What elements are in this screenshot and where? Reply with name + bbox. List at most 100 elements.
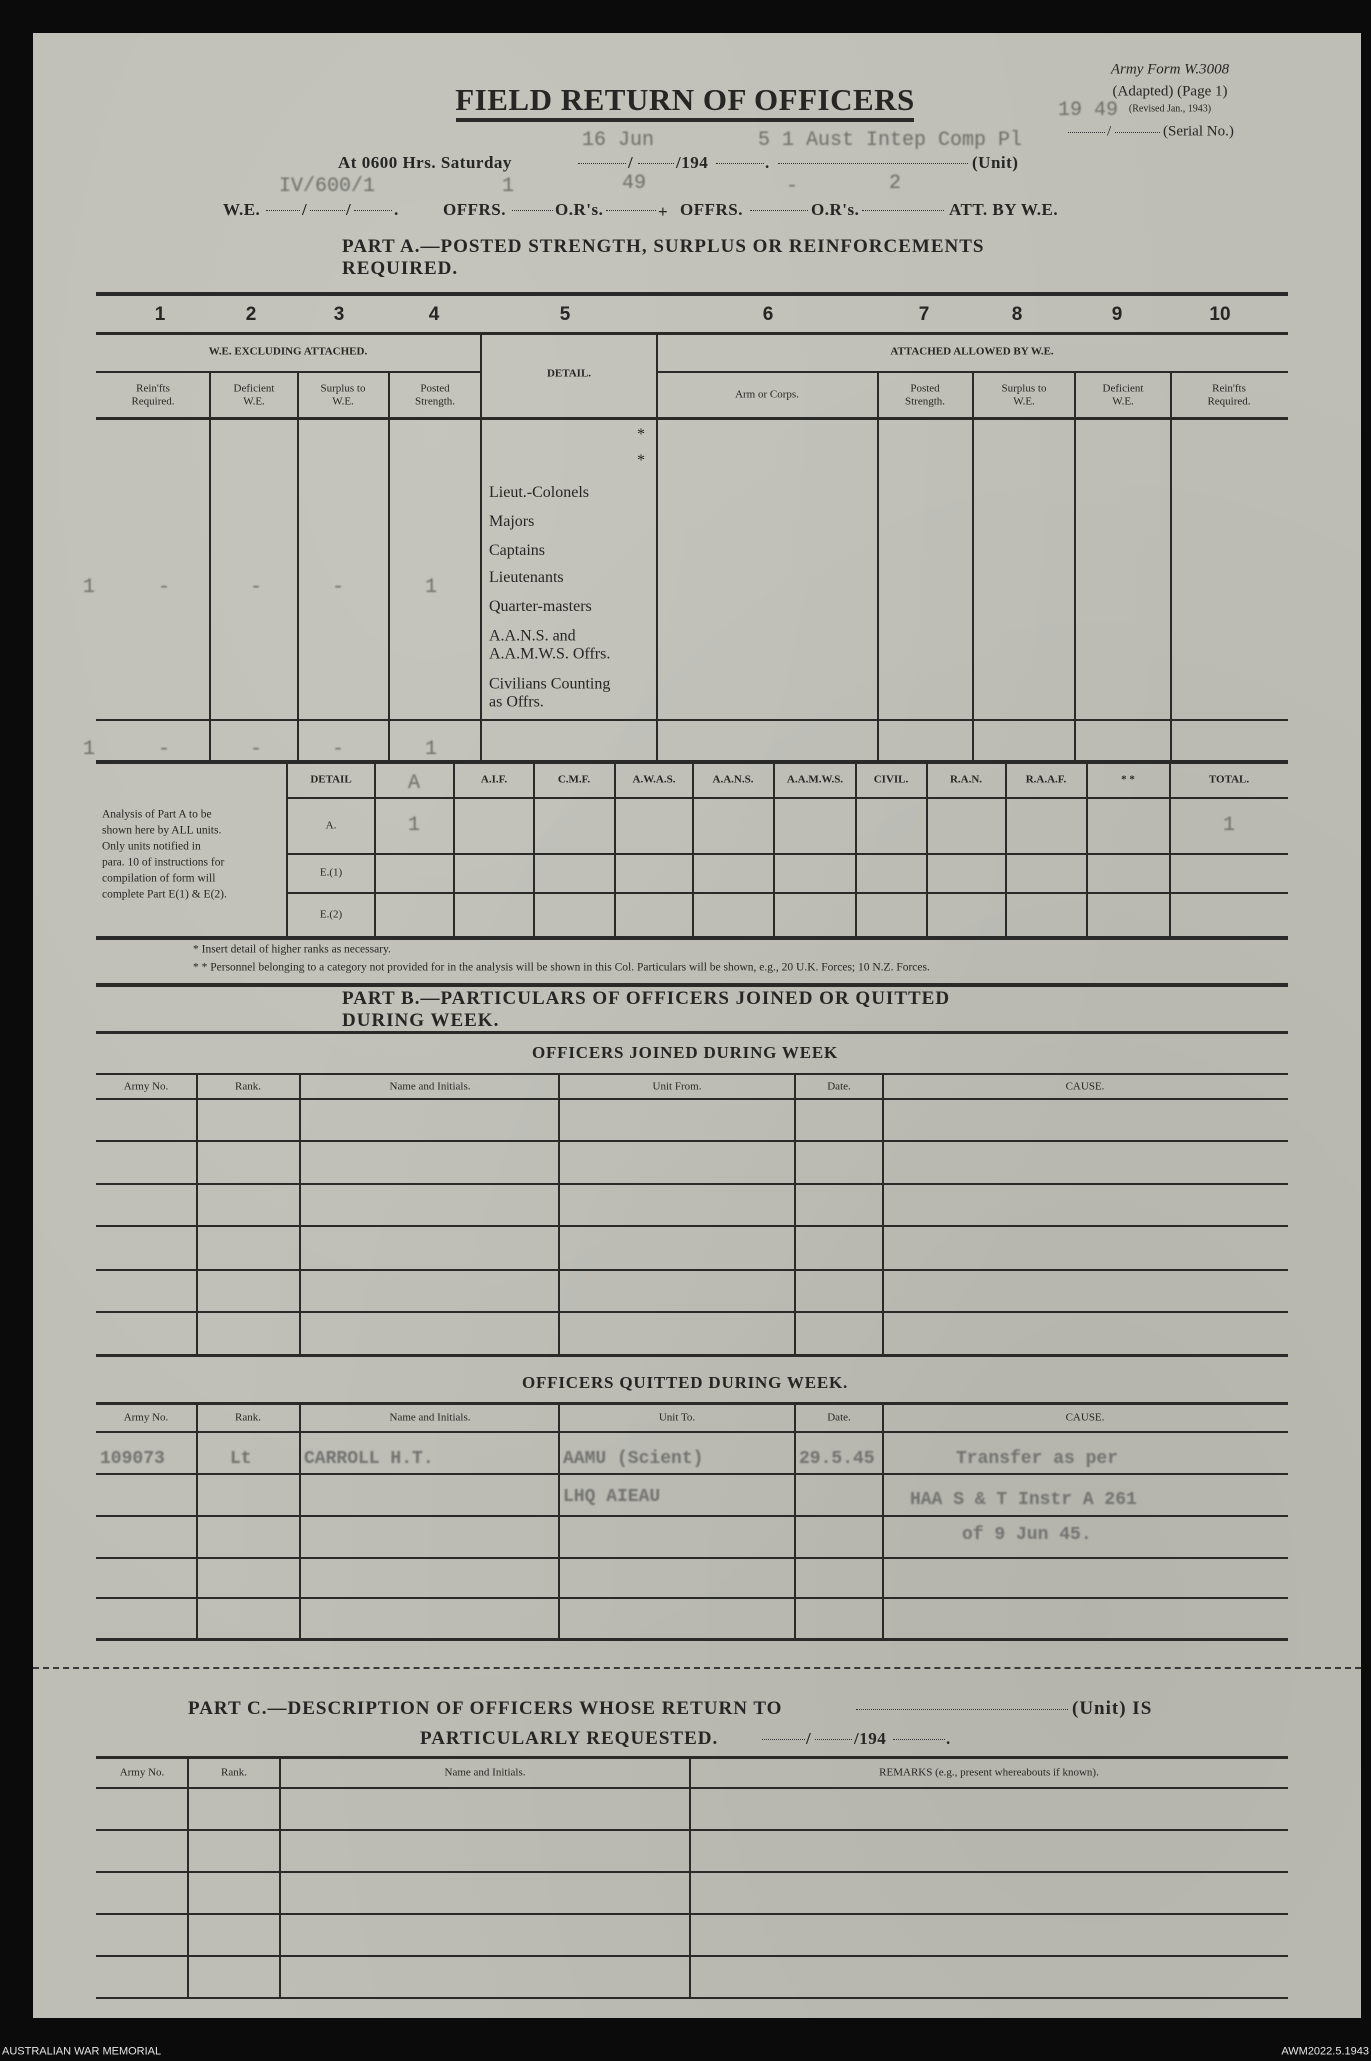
rule-line <box>299 1074 301 1355</box>
joined-column-header: Army No. <box>123 1080 169 1093</box>
rule-line <box>287 892 1288 894</box>
rule-line <box>96 371 481 373</box>
dotted-fill-line <box>512 210 553 211</box>
group-header-attached: ATTACHED ALLOWED BY W.E. <box>890 345 1054 358</box>
typed-cause: Transfer as per <box>956 1449 1119 1469</box>
offrs-label: OFFRS. <box>443 200 506 220</box>
rule-line <box>96 719 1288 721</box>
column-sub-header: Arm or Corps. <box>735 388 799 401</box>
rule-line <box>877 372 879 762</box>
we-slash-2: / <box>346 200 352 220</box>
asterisk-mark: * <box>637 451 645 469</box>
column-number: 8 <box>1011 304 1023 326</box>
dotted-fill-line <box>354 210 392 211</box>
rule-line <box>96 1401 1288 1405</box>
title-underline <box>456 118 914 122</box>
detail-row-label: A.A.N.S. and A.A.M.W.S. Offrs. <box>489 627 611 663</box>
rule-line <box>96 1072 1288 1076</box>
paper-form <box>33 33 1361 2018</box>
typed-date-quitted: 29.5.45 <box>799 1449 875 1469</box>
typed-date: 16 Jun <box>582 129 655 152</box>
quitted-column-header: Army No. <box>123 1411 169 1424</box>
analysis-column-header: R.A.N. <box>949 773 983 786</box>
joined-column-header: Unit From. <box>652 1080 702 1093</box>
analysis-column-header: C.M.F. <box>557 773 591 786</box>
typed-total-value: 1 <box>424 738 438 761</box>
rule-line <box>297 372 299 762</box>
dotted-fill-line <box>606 210 656 211</box>
detail-row-label: Quarter-masters <box>489 597 592 615</box>
dotted-fill-line <box>310 210 345 211</box>
typed-cause: of 9 Jun 45. <box>962 1525 1092 1545</box>
detail-row-label: Majors <box>489 512 535 530</box>
rule-line <box>480 333 482 762</box>
column-sub-header: Posted Strength. <box>414 382 456 407</box>
column-number: 5 <box>559 304 571 326</box>
analysis-column-header: A.W.A.S. <box>632 773 676 786</box>
part-c-heading: PART C.—DESCRIPTION OF OFFICERS WHOSE RE… <box>188 1698 783 1720</box>
typed-name: CARROLL H.T. <box>304 1449 434 1469</box>
rule-line <box>96 1183 1288 1185</box>
rule-line <box>96 936 1288 940</box>
rule-line <box>187 1757 189 1998</box>
rule-line <box>96 1597 1288 1599</box>
detail-row-label: Lieutenants <box>489 568 564 586</box>
rule-line <box>96 1755 1288 1759</box>
analysis-column-header: DETAIL <box>310 773 352 786</box>
quitted-table-title: OFFICERS QUITTED DURING WEEK. <box>521 1373 849 1393</box>
rule-line <box>286 762 288 938</box>
typed-total-value: - <box>331 738 345 761</box>
asterisk-mark: * <box>637 425 645 443</box>
typed-lieutenants-value: - <box>331 576 345 599</box>
typed-cause: HAA S & T Instr A 261 <box>910 1490 1137 1510</box>
analysis-row-label: E.(1) <box>319 866 343 879</box>
rule-line <box>209 372 211 762</box>
rule-line <box>1086 762 1088 938</box>
typed-year: 5 <box>758 129 771 152</box>
column-number: 6 <box>762 304 774 326</box>
rule-line <box>96 1913 1288 1915</box>
rule-line <box>96 416 1288 420</box>
analysis-column-header: A.A.N.S. <box>712 773 754 786</box>
rule-line <box>96 1997 1288 1999</box>
analysis-note-line: Analysis of Part A to be <box>102 808 212 821</box>
typed-lieutenants-value: 1 <box>424 576 438 599</box>
analysis-note-line: complete Part E(1) & E(2). <box>102 888 227 901</box>
joined-column-header: Date. <box>827 1080 851 1093</box>
rule-line <box>96 1353 1288 1357</box>
year-label: /194 <box>676 153 709 173</box>
part-c-unit-is: (Unit) IS <box>1072 1698 1153 1720</box>
rule-line <box>773 762 775 938</box>
analysis-column-header: A.A.M.W.S. <box>786 773 844 786</box>
analysis-column-header: TOTAL. <box>1208 773 1250 786</box>
footnote: * * Personnel belonging to a category no… <box>193 961 930 974</box>
part-c-column-header: Name and Initials. <box>444 1766 526 1779</box>
rule-line <box>287 796 1288 800</box>
joined-column-header: Name and Initials. <box>389 1080 471 1093</box>
column-sub-header: Surplus to W.E. <box>320 382 366 407</box>
analysis-note-line: shown here by ALL units. <box>102 824 222 837</box>
rule-line <box>558 1074 560 1355</box>
rule-line <box>96 1225 1288 1227</box>
att-ors-label: O.R's. <box>811 200 860 220</box>
we-period: . <box>394 200 399 220</box>
typed-analysis-a-value: 1 <box>407 814 421 837</box>
analysis-note-line: compilation of form will <box>102 872 216 885</box>
rule-line <box>96 1430 1288 1434</box>
quitted-column-header: Date. <box>827 1411 851 1424</box>
rule-line <box>96 1515 1288 1517</box>
analysis-note-line: Only units notified in <box>102 840 201 853</box>
typed-analysis-header: A <box>407 772 421 795</box>
analysis-column-header: R.A.A.F. <box>1025 773 1067 786</box>
detail-row-label: Captains <box>489 541 545 559</box>
footnote: * Insert detail of higher ranks as neces… <box>193 943 391 956</box>
typed-lieutenants-value: 1 <box>82 576 96 599</box>
typed-army-no: 109073 <box>100 1449 165 1469</box>
typed-offrs: 1 <box>502 175 515 198</box>
typed-ors: 49 <box>622 172 647 195</box>
column-sub-header: Deficient W.E. <box>233 382 275 407</box>
rule-line <box>96 1030 1288 1034</box>
typed-unit: 1 Aust Intep Comp Pl <box>782 129 1023 152</box>
rule-line <box>533 762 535 938</box>
